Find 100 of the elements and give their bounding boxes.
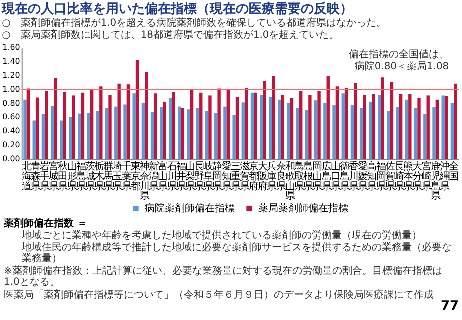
bar <box>196 108 200 159</box>
bar <box>372 94 376 159</box>
bar <box>163 102 166 159</box>
bar <box>244 88 248 159</box>
bar <box>54 78 58 159</box>
bar <box>260 95 264 159</box>
bar <box>145 72 148 159</box>
bar <box>287 103 290 159</box>
x-tick-label: 岡山県 <box>312 161 323 192</box>
bar <box>126 84 130 159</box>
bar <box>278 100 282 159</box>
bar <box>181 108 185 159</box>
bar <box>45 92 48 159</box>
bar <box>36 98 40 159</box>
x-tick-label: 宮城県 <box>48 160 60 192</box>
bar <box>344 88 348 159</box>
bar <box>314 100 318 159</box>
text: 地域ごとに業種や年齢を考慮した地域で提供されている薬剤師の労働量（現在の労働量） <box>20 229 422 242</box>
x-tick-label: 佐賀県 <box>385 161 396 192</box>
x-tick-label: 千葉県 <box>122 160 132 192</box>
x-tick-label: 山形県 <box>67 160 78 192</box>
bar <box>42 114 46 159</box>
x-tick-label: 長野県 <box>194 161 205 192</box>
bar <box>378 95 382 159</box>
y-tick-label: 0.60 <box>2 112 20 122</box>
x-tick-label: 香川県 <box>349 160 360 192</box>
x-tick-label: 和歌山県 <box>285 160 296 202</box>
bar <box>136 60 140 159</box>
bar <box>214 113 218 159</box>
x-tick-label: 三重県 <box>230 161 241 192</box>
bar <box>24 100 27 159</box>
x-tick-label: 石川県 <box>167 161 178 192</box>
legend-label: 薬局薬剤師偏在指標 <box>258 202 348 215</box>
x-tick-label: 福島県 <box>76 160 86 192</box>
bar <box>444 96 448 159</box>
bar <box>69 117 72 159</box>
bar <box>50 106 54 159</box>
bar <box>399 94 403 159</box>
annotation: 病院0.80＜薬局1.08 <box>354 60 450 73</box>
bar <box>78 114 82 159</box>
x-tick-label: 福井県 <box>176 160 186 192</box>
x-tick-label: 愛知県 <box>222 160 232 192</box>
bar <box>205 111 209 159</box>
bar <box>254 92 258 159</box>
bar <box>342 94 345 159</box>
bar <box>187 110 190 159</box>
x-tick-label: 長崎県 <box>394 161 404 192</box>
bar <box>305 110 309 159</box>
x-tick-label: 東京都 <box>130 160 141 192</box>
bar <box>269 97 272 159</box>
bar <box>132 94 136 159</box>
x-tick-label: 秋田県 <box>58 160 68 192</box>
x-tick-label: 奈良県 <box>276 161 286 192</box>
bar <box>114 106 118 159</box>
x-tick-label: 鳥取県 <box>294 160 305 192</box>
y-tick-label: 1.00 <box>2 84 20 94</box>
bar <box>308 95 312 159</box>
text: 地域住民の年齢構成等で推計した地域に必要な薬剤師サービスを提供するための業務量（必要な業務量） <box>20 241 452 264</box>
x-tick-label: 福岡県 <box>376 160 386 192</box>
bar <box>332 105 336 159</box>
x-tick-label: 大分県 <box>412 160 423 192</box>
bar <box>432 108 436 159</box>
bar <box>87 113 90 159</box>
bar <box>442 96 445 159</box>
legend-label: 病院薬剤師偏在指標 <box>145 202 236 215</box>
bar <box>318 92 321 159</box>
bar <box>360 108 364 159</box>
bar <box>424 114 427 159</box>
x-tick-label: 神奈川県 <box>140 160 150 202</box>
bar <box>169 98 172 159</box>
bar <box>408 94 412 159</box>
text: 医薬局「薬剤師偏在指標等について」（令和５年６月９日）のデータより保険局医療課にて作成 <box>4 289 434 302</box>
bar <box>250 92 254 159</box>
bar <box>172 92 176 159</box>
y-tick-label: 1.40 <box>2 57 20 66</box>
bar <box>281 95 285 159</box>
x-tick-label: 埼玉県 <box>112 160 123 192</box>
bar <box>296 108 300 159</box>
bar <box>290 98 294 159</box>
bar <box>96 111 100 159</box>
x-tick-label: 鹿児島県 <box>430 160 441 202</box>
bar <box>436 100 440 159</box>
bar <box>354 83 358 159</box>
x-tick-label: 宮崎県 <box>422 160 432 192</box>
bar <box>426 96 430 159</box>
x-tick-label: 青森県 <box>30 160 41 192</box>
bar <box>369 102 372 159</box>
bar <box>450 103 454 159</box>
x-tick-label: 兵庫県 <box>267 160 278 192</box>
bar <box>178 106 182 159</box>
bar <box>405 100 409 159</box>
y-tick-label: 0.20 <box>2 140 20 150</box>
bar <box>160 108 164 159</box>
bar <box>26 88 30 159</box>
x-tick-label: 滋賀県 <box>240 160 250 192</box>
bar <box>60 120 64 159</box>
bar <box>390 82 394 159</box>
bar <box>150 112 154 159</box>
bar <box>226 89 230 159</box>
bar <box>272 76 276 159</box>
